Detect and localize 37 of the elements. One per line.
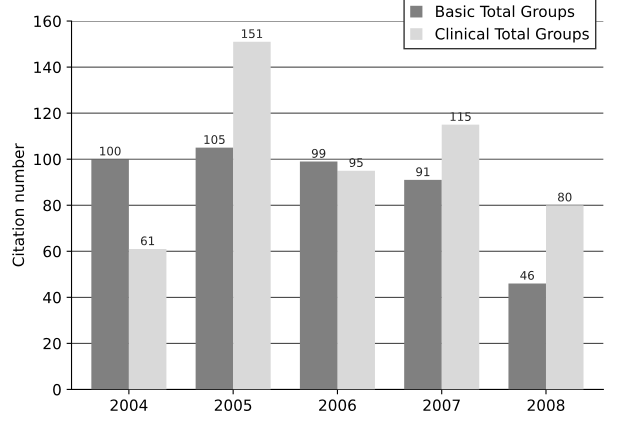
data-label: 61 xyxy=(140,236,154,246)
data-label: 91 xyxy=(416,167,430,176)
y-tick-label: 140 xyxy=(34,62,61,74)
data-label: 95 xyxy=(349,158,363,168)
x-tick-label: 2004 xyxy=(110,399,148,411)
bar xyxy=(404,180,442,390)
y-tick-label: 80 xyxy=(43,200,61,212)
legend-label: Basic Total Groups xyxy=(436,5,574,20)
data-label: 46 xyxy=(520,270,534,280)
data-label: 99 xyxy=(312,148,326,158)
bar xyxy=(196,148,234,390)
y-tick-label: 100 xyxy=(34,154,61,166)
bar xyxy=(546,205,584,390)
bar xyxy=(442,124,480,390)
data-label: 80 xyxy=(558,192,572,202)
bar xyxy=(337,170,375,390)
x-tick-label: 2005 xyxy=(214,399,252,411)
x-tick-label: 2006 xyxy=(319,399,356,411)
y-tick-label: 0 xyxy=(53,384,61,396)
bar xyxy=(300,161,338,390)
bar xyxy=(233,42,271,390)
x-tick-label: 2008 xyxy=(528,399,564,411)
y-tick-label: 160 xyxy=(34,16,61,28)
y-tick-label: 40 xyxy=(43,292,61,304)
x-tick-label: 2007 xyxy=(423,399,460,411)
y-tick-label: 60 xyxy=(43,246,61,258)
data-label: 115 xyxy=(450,112,471,121)
legend-label: Clinical Total Groups xyxy=(436,28,589,43)
bar xyxy=(91,159,129,390)
y-axis-title: Citation number xyxy=(12,143,24,266)
y-tick-label: 20 xyxy=(43,338,61,350)
bar xyxy=(508,284,546,390)
data-label: 105 xyxy=(204,135,225,144)
y-tick-label: 120 xyxy=(34,108,61,120)
data-label: 151 xyxy=(242,29,262,38)
data-label: 100 xyxy=(100,146,121,156)
bar xyxy=(128,248,166,390)
